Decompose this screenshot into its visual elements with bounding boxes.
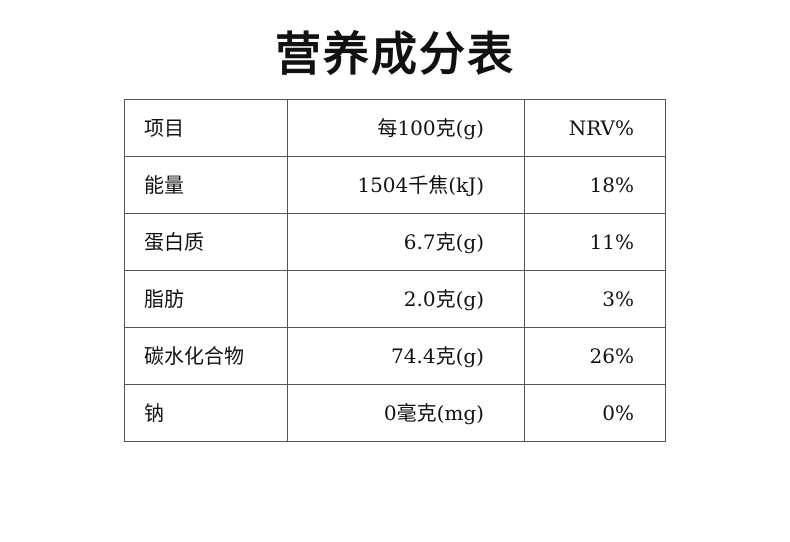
item-nrv: 26% [524, 327, 666, 385]
item-amount: 1504千焦(kJ) [287, 156, 525, 214]
item-name: 脂肪 [124, 270, 288, 328]
item-nrv: 18% [524, 156, 666, 214]
table-row: 能量 1504千焦(kJ) 18% [124, 156, 666, 214]
item-name: 能量 [124, 156, 288, 214]
item-nrv: 3% [524, 270, 666, 328]
item-nrv: 11% [524, 213, 666, 271]
item-name: 钠 [124, 384, 288, 442]
item-amount: 0毫克(mg) [287, 384, 525, 442]
table-header-row: 项目 每100克(g) NRV% [124, 99, 666, 157]
header-item: 项目 [124, 99, 288, 157]
item-amount: 74.4克(g) [287, 327, 525, 385]
page-title: 营养成分表 [275, 27, 515, 81]
header-per-100g: 每100克(g) [287, 99, 525, 157]
item-nrv: 0% [524, 384, 666, 442]
item-amount: 2.0克(g) [287, 270, 525, 328]
item-name: 蛋白质 [124, 213, 288, 271]
header-nrv: NRV% [524, 99, 666, 157]
item-name: 碳水化合物 [124, 327, 288, 385]
nutrition-table: 项目 每100克(g) NRV% 能量 1504千焦(kJ) 18% 蛋白质 6… [124, 99, 666, 442]
table-row: 碳水化合物 74.4克(g) 26% [124, 327, 666, 385]
table-row: 钠 0毫克(mg) 0% [124, 384, 666, 442]
item-amount: 6.7克(g) [287, 213, 525, 271]
table-row: 脂肪 2.0克(g) 3% [124, 270, 666, 328]
table-row: 蛋白质 6.7克(g) 11% [124, 213, 666, 271]
